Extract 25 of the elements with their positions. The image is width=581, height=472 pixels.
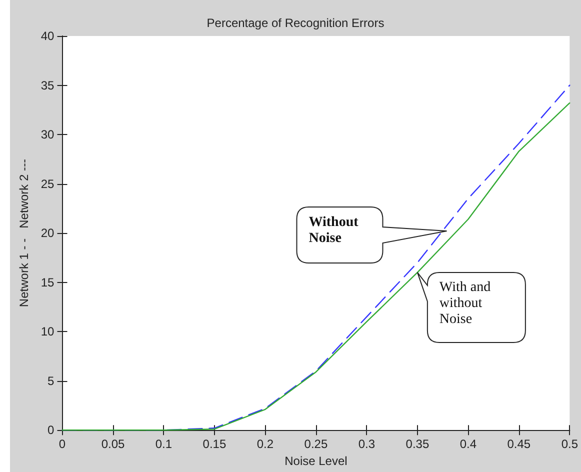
x-tick-label: 0.2 bbox=[256, 437, 274, 452]
y-tick-label: 15 bbox=[40, 275, 55, 290]
annotation: Without Noise bbox=[308, 215, 360, 248]
y-tick-label: 25 bbox=[40, 176, 55, 191]
y-tick-label: 10 bbox=[40, 324, 55, 339]
y-tick-label: 40 bbox=[40, 29, 55, 43]
x-tick-label: 0.05 bbox=[101, 437, 125, 452]
x-tick-label: 0.25 bbox=[304, 437, 328, 452]
annotation: With and without Noise bbox=[439, 280, 492, 328]
x-tick-label: 0.3 bbox=[358, 437, 376, 452]
x-tick-label: 0.4 bbox=[460, 437, 477, 452]
x-tick-label: 0.15 bbox=[202, 437, 226, 452]
x-axis-title: Noise Level bbox=[284, 454, 348, 468]
y-tick-label: 35 bbox=[40, 78, 55, 92]
x-tick-label: 0.5 bbox=[561, 437, 578, 452]
x-tick-label: 0.1 bbox=[155, 437, 172, 452]
chart-title: Percentage of Recognition Errors bbox=[206, 16, 384, 30]
x-tick-label: 0 bbox=[58, 437, 66, 452]
y-tick-label: 5 bbox=[48, 374, 55, 388]
x-tick-label: 0.45 bbox=[507, 437, 531, 452]
x-tick-label: 0.35 bbox=[406, 437, 430, 452]
y-axis-title: Network 1 - - Network 2 --- bbox=[17, 159, 31, 308]
y-tick-label: 20 bbox=[40, 226, 55, 240]
y-tick-label: 0 bbox=[48, 423, 55, 438]
y-tick-label: 30 bbox=[40, 128, 55, 142]
